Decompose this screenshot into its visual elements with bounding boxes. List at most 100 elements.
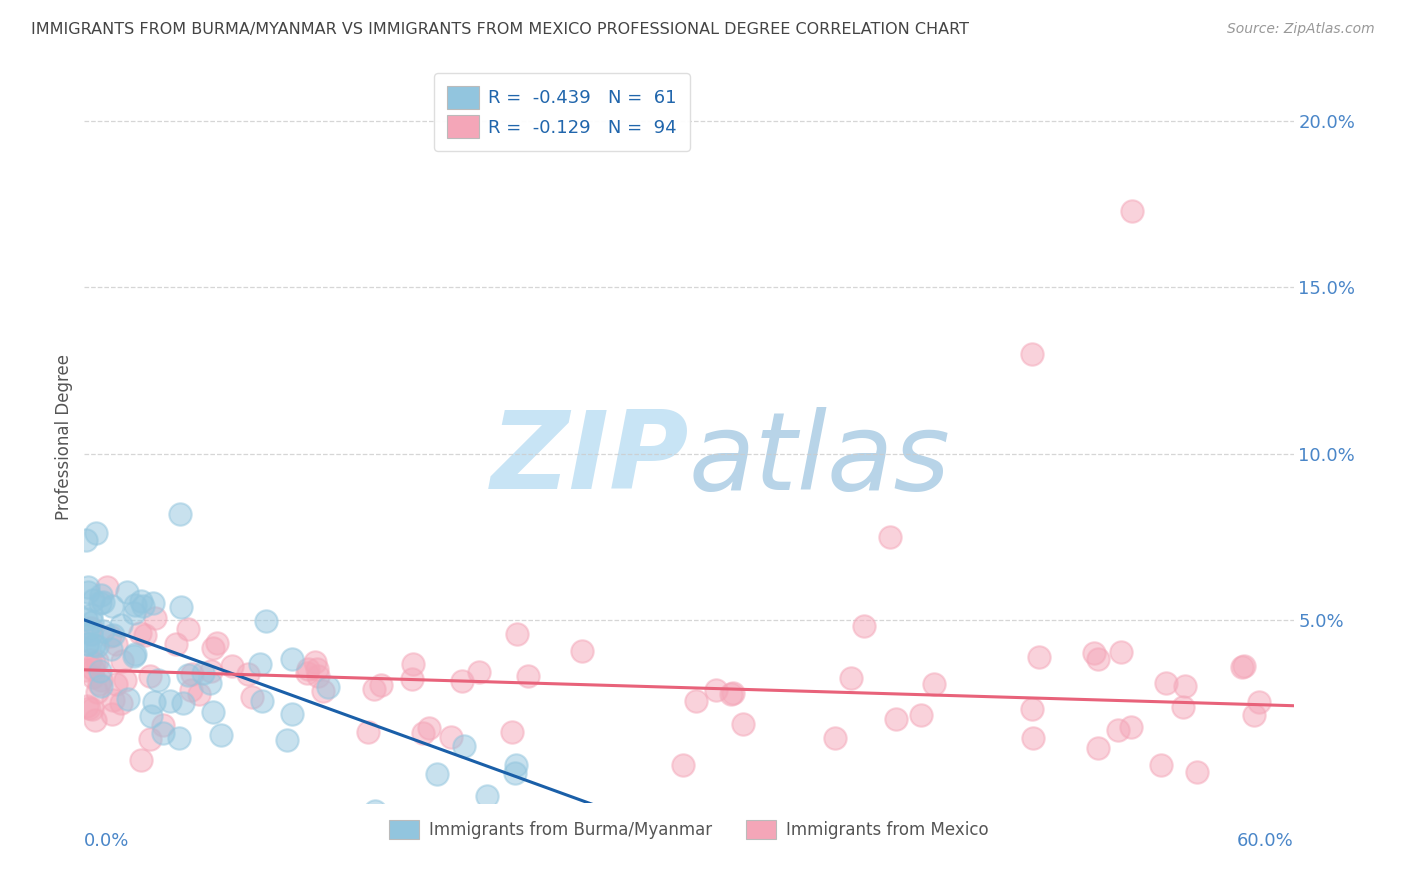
Point <box>86 685 108 699</box>
Point <box>86 655 108 669</box>
Point <box>723 686 745 700</box>
Point <box>110 654 132 668</box>
Point <box>90 588 112 602</box>
Point <box>89 596 111 610</box>
Point <box>77 580 100 594</box>
Legend: Immigrants from Burma/Myanmar, Immigrants from Mexico: Immigrants from Burma/Myanmar, Immigrant… <box>382 814 995 846</box>
Point <box>152 718 174 732</box>
Point <box>1171 700 1194 714</box>
Point <box>90 679 112 693</box>
Point <box>191 666 214 681</box>
Point <box>89 665 111 679</box>
Point <box>134 627 156 641</box>
Point <box>84 713 107 727</box>
Point <box>731 716 754 731</box>
Point <box>122 606 145 620</box>
Point <box>503 765 526 780</box>
Point <box>704 683 727 698</box>
Point <box>1230 660 1253 674</box>
Point <box>468 665 491 680</box>
Point <box>1187 764 1209 779</box>
Point <box>124 599 146 613</box>
Point <box>307 662 329 676</box>
Point <box>363 681 385 696</box>
Point <box>475 789 498 803</box>
Point <box>180 667 202 681</box>
Point <box>76 585 98 599</box>
Point <box>75 612 97 626</box>
Point <box>824 731 846 746</box>
Point <box>170 599 193 614</box>
Point <box>922 676 945 690</box>
Point <box>839 672 862 686</box>
Point <box>312 684 335 698</box>
Point <box>485 813 508 827</box>
Point <box>505 758 527 772</box>
Point <box>357 725 380 739</box>
Point <box>501 725 523 739</box>
Point <box>1087 651 1109 665</box>
Point <box>316 680 339 694</box>
Point <box>110 696 132 710</box>
Text: Source: ZipAtlas.com: Source: ZipAtlas.com <box>1227 22 1375 37</box>
Point <box>852 619 875 633</box>
Point <box>105 677 128 691</box>
Point <box>114 673 136 687</box>
Point <box>115 585 138 599</box>
Point <box>506 627 529 641</box>
Point <box>86 639 108 653</box>
Point <box>129 594 152 608</box>
Point <box>159 694 181 708</box>
Point <box>1243 707 1265 722</box>
Point <box>101 599 124 613</box>
Point <box>205 636 228 650</box>
Point <box>122 648 145 663</box>
Point <box>77 701 100 715</box>
Point <box>281 651 304 665</box>
Point <box>165 637 187 651</box>
Text: 60.0%: 60.0% <box>1237 832 1294 850</box>
Point <box>1150 757 1173 772</box>
Point <box>516 669 538 683</box>
Point <box>117 692 139 706</box>
Point <box>100 641 122 656</box>
Point <box>1083 646 1105 660</box>
Point <box>73 663 96 677</box>
Point <box>76 638 98 652</box>
Point <box>276 733 298 747</box>
Point <box>110 618 132 632</box>
Point <box>363 805 385 819</box>
Point <box>238 666 260 681</box>
Point <box>453 739 475 753</box>
Point <box>879 530 901 544</box>
Point <box>209 728 232 742</box>
Point <box>80 621 103 635</box>
Point <box>76 699 98 714</box>
Point <box>202 640 225 655</box>
Point <box>281 707 304 722</box>
Point <box>83 657 105 671</box>
Point <box>82 593 104 607</box>
Point <box>82 702 104 716</box>
Point <box>1232 659 1254 673</box>
Point <box>143 695 166 709</box>
Point <box>1174 679 1197 693</box>
Point <box>143 611 166 625</box>
Point <box>139 669 162 683</box>
Point <box>80 627 103 641</box>
Point <box>91 624 114 638</box>
Point <box>180 683 202 698</box>
Point <box>169 507 191 521</box>
Point <box>304 655 326 669</box>
Point <box>1121 204 1143 219</box>
Point <box>1021 702 1043 716</box>
Point <box>142 596 165 610</box>
Point <box>250 694 273 708</box>
Point <box>1021 347 1043 361</box>
Point <box>297 666 319 681</box>
Point <box>177 622 200 636</box>
Point <box>132 599 155 613</box>
Point <box>200 664 222 678</box>
Point <box>307 669 329 683</box>
Point <box>104 637 127 651</box>
